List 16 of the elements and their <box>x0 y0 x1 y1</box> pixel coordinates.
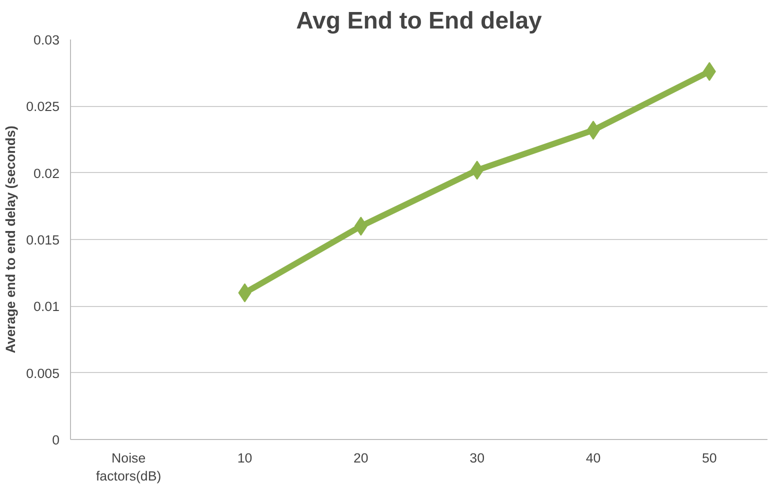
x-tick-label: Noise factors(dB) <box>96 450 162 484</box>
y-tick-label: 0.015 <box>26 232 60 248</box>
y-tick-label: 0 <box>52 432 60 448</box>
x-tick-label: 30 <box>470 450 484 466</box>
chart-title: Avg End to End delay <box>296 8 543 34</box>
y-tick-label: 0.02 <box>34 166 60 181</box>
y-tick-label: 0.025 <box>26 99 60 114</box>
point <box>702 62 716 81</box>
y-tick-label: 0.03 <box>34 32 60 48</box>
y-tick-label: 0.005 <box>26 366 60 381</box>
x-tick-label: 20 <box>354 450 368 466</box>
y-axis-title: Average end to end delay (seconds) <box>3 126 18 354</box>
x-tick-label: 10 <box>237 450 252 466</box>
x-tick-label: 40 <box>586 450 601 466</box>
y-tick-label: 0.01 <box>34 299 60 314</box>
x-tick-label: 50 <box>702 450 717 466</box>
